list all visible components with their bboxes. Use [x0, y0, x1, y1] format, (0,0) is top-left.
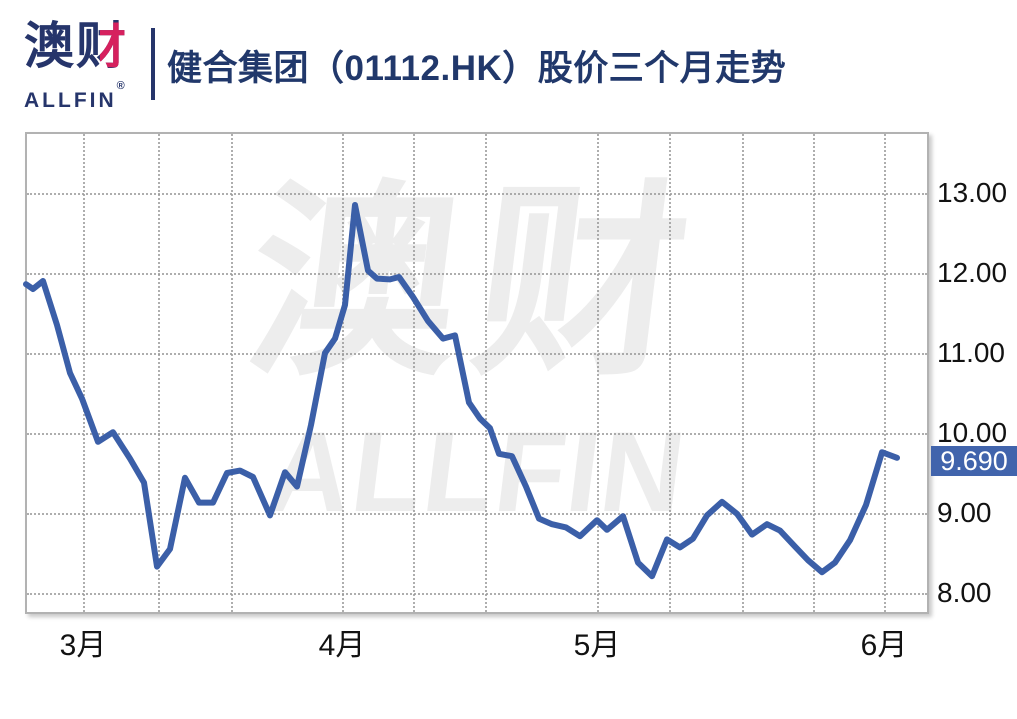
gridline-vertical	[342, 134, 344, 612]
current-price-tag: 9.690	[931, 445, 1017, 476]
y-axis-label: 10.00	[937, 417, 1008, 448]
y-axis-label: 9.00	[937, 497, 992, 528]
x-axis-label: 5月	[573, 629, 621, 662]
gridline-vertical	[742, 134, 744, 612]
gridline-vertical	[485, 134, 487, 612]
logo-en-text: ALLFIN®	[24, 80, 125, 112]
logo-divider	[151, 28, 155, 100]
allfin-logo: 澳财 澳财 ALLFIN®	[24, 18, 148, 112]
y-axis-label: 12.00	[937, 257, 1008, 288]
gridline-vertical	[83, 134, 85, 612]
chart-plot-area: 澳财 ALLFIN	[25, 132, 929, 614]
gridline-vertical	[813, 134, 815, 612]
gridline-horizontal	[27, 593, 927, 595]
gridline-horizontal	[27, 433, 927, 435]
x-axis-label: 3月	[59, 629, 107, 662]
logo-zh-text: 澳财 澳财	[24, 18, 144, 78]
gridline-vertical	[231, 134, 233, 612]
registered-mark: ®	[116, 80, 125, 92]
gridline-horizontal	[27, 273, 927, 275]
page-title: 健合集团（01112.HK）股价三个月走势	[167, 49, 787, 88]
watermark-zh: 澳财	[236, 168, 718, 400]
gridline-horizontal	[27, 193, 927, 195]
y-axis-label: 8.00	[937, 577, 992, 608]
y-axis-label: 11.00	[937, 337, 1005, 368]
y-axis-label: 13.00	[937, 177, 1008, 208]
gridline-horizontal	[27, 513, 927, 515]
x-axis-label: 4月	[318, 629, 366, 662]
gridline-vertical	[158, 134, 160, 612]
x-axis-label: 6月	[860, 629, 908, 662]
gridline-horizontal	[27, 353, 927, 355]
gridline-vertical	[669, 134, 671, 612]
logo-zh-base: 澳财	[24, 18, 128, 74]
logo-zh-pink-accent: 澳财	[24, 18, 128, 74]
gridline-vertical	[413, 134, 415, 612]
header: 澳财 澳财 ALLFIN® 健合集团（01112.HK）股价三个月走势	[0, 0, 1017, 120]
gridline-vertical	[884, 134, 886, 612]
gridline-vertical	[597, 134, 599, 612]
